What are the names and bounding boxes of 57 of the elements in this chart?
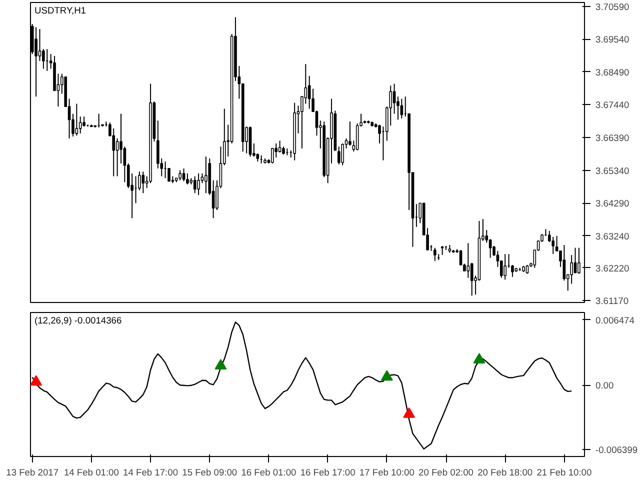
candlestick xyxy=(75,103,78,136)
y-tick-label: 3.63240 xyxy=(596,231,630,242)
candlestick xyxy=(278,140,282,153)
candlestick xyxy=(337,146,340,165)
y-tick-label: 3.65340 xyxy=(596,166,630,176)
candlestick xyxy=(116,138,119,177)
x-tick-label: 20 Feb 02:00 xyxy=(418,468,474,478)
candlestick xyxy=(186,172,189,185)
point xyxy=(473,352,486,364)
point xyxy=(403,407,416,418)
y-tick-label: 3.64290 xyxy=(596,198,630,209)
x-tick-label: 17 Feb 10:00 xyxy=(359,468,414,478)
candlestick xyxy=(178,170,182,181)
x-tick-label: 14 Feb 01:00 xyxy=(64,468,119,478)
candlestick xyxy=(197,172,200,196)
candlestick xyxy=(271,148,274,164)
candlestick xyxy=(470,262,474,296)
x-tick-label: 21 Feb 10:00 xyxy=(536,468,592,478)
candlestick xyxy=(38,28,42,62)
candlestick xyxy=(578,247,580,274)
x-tick-label: 20 Feb 18:00 xyxy=(478,468,533,478)
x-tick-label: 15 Feb 09:00 xyxy=(182,468,238,478)
candlestick xyxy=(570,254,573,284)
point xyxy=(214,359,227,370)
candlestick xyxy=(341,142,344,166)
candlestick xyxy=(400,98,404,119)
x-tick-label: 14 Feb 17:00 xyxy=(123,468,178,478)
y-tick-label: 3.67440 xyxy=(596,100,630,110)
candlestick xyxy=(182,168,186,182)
candlestick xyxy=(193,176,196,194)
point xyxy=(30,375,42,386)
candlestick xyxy=(308,75,311,110)
candlestick xyxy=(392,83,396,114)
y-tick-label: 3.66390 xyxy=(596,133,630,143)
candlestick xyxy=(34,26,38,98)
y-tick-label: 3.70590 xyxy=(596,2,630,12)
chart-title: USDTRY,H1 xyxy=(34,6,86,16)
y-tick-label: 3.62220 xyxy=(596,263,630,274)
candlestick xyxy=(142,171,145,194)
candlestick xyxy=(82,116,86,128)
y-tick-label: 3.68490 xyxy=(596,67,630,78)
candlestick xyxy=(78,116,82,134)
y-tick-label: -0.006399 xyxy=(596,444,638,455)
candlestick xyxy=(42,48,45,70)
candlestick xyxy=(434,247,436,262)
point xyxy=(380,370,393,381)
chart-title: (12,26,9) -0.0014366 xyxy=(34,316,122,326)
x-tick-label: 16 Feb 01:00 xyxy=(241,468,296,478)
y-tick-label: 0.00 xyxy=(596,380,614,391)
y-tick-label: 0.006474 xyxy=(596,315,634,326)
y-tick-label: 3.61170 xyxy=(596,296,629,306)
candlestick xyxy=(204,156,208,194)
x-tick-label: 16 Feb 17:00 xyxy=(300,468,356,478)
candlestick xyxy=(504,254,507,280)
candlestick xyxy=(466,242,470,278)
y-tick-label: 3.69540 xyxy=(596,34,630,45)
x-tick-label: 13 Feb 2017 xyxy=(6,468,59,478)
